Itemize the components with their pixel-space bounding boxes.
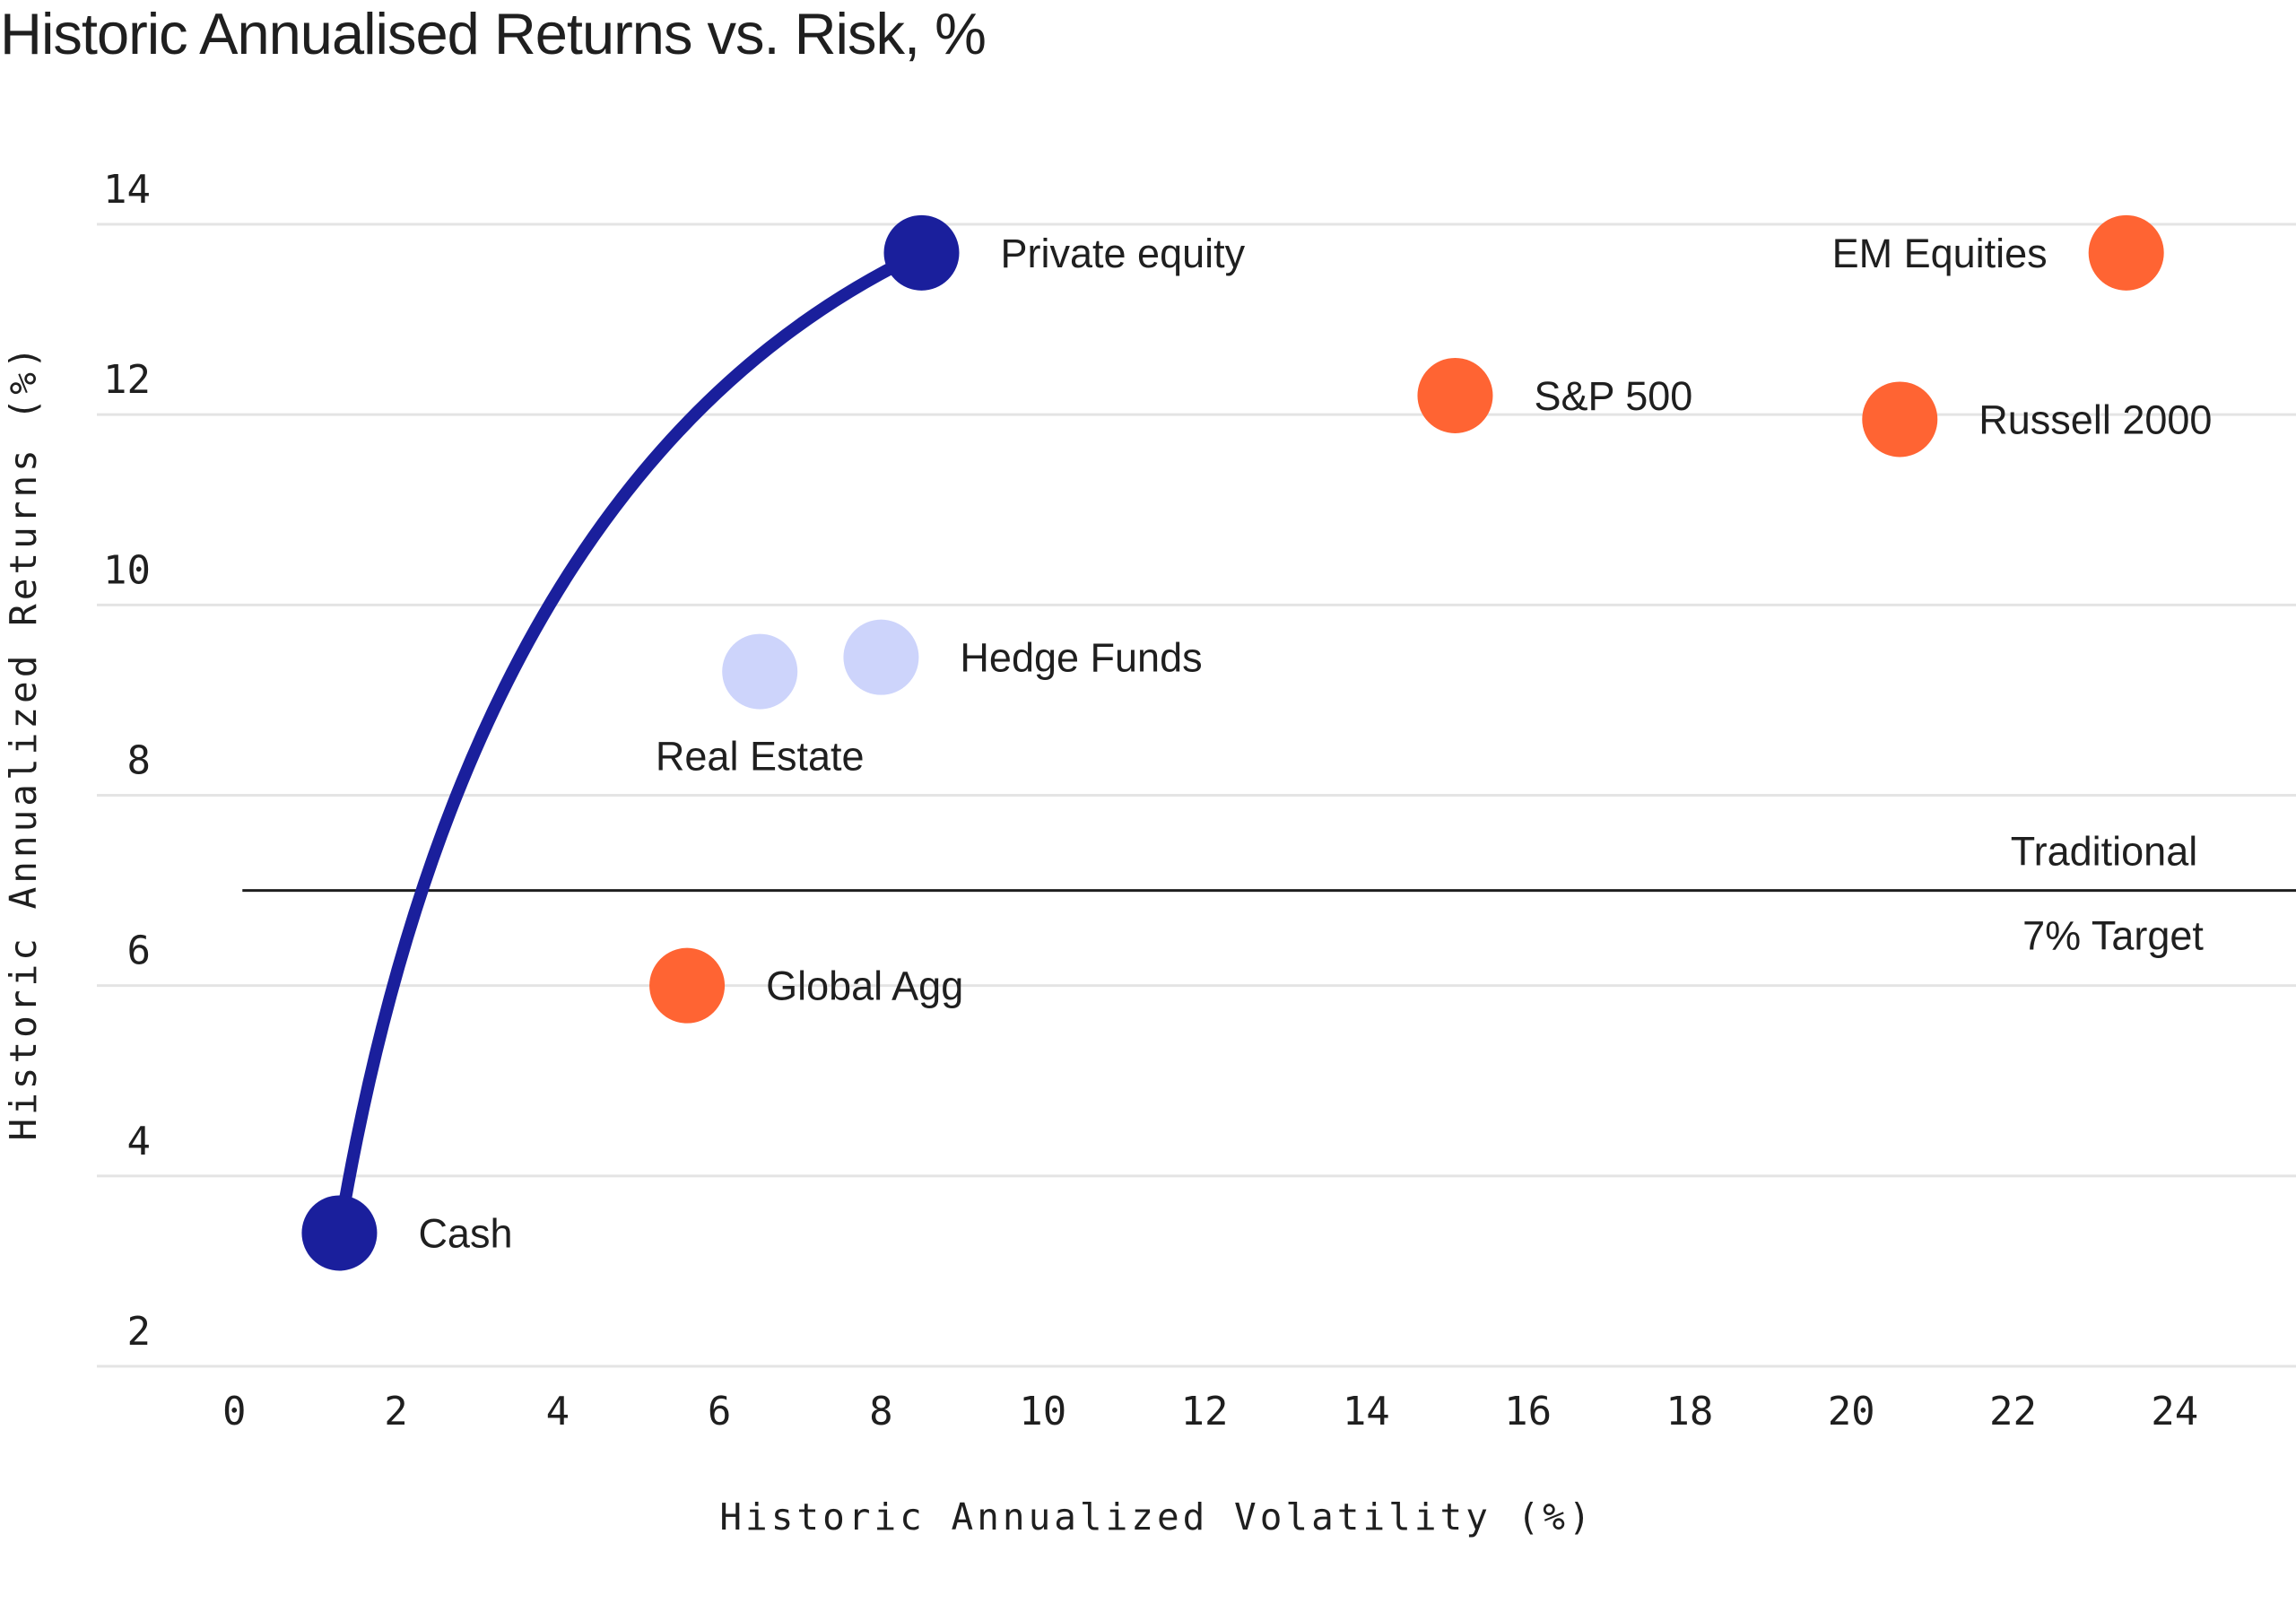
x-tick-label-24: 24 xyxy=(2151,1389,2198,1434)
reference-label-top: Traditional xyxy=(2011,829,2197,875)
x-tick-label-14: 14 xyxy=(1343,1389,1390,1434)
y-tick-label-10: 10 xyxy=(103,547,151,593)
frontier-curve xyxy=(333,246,928,1240)
point-s-p-500 xyxy=(1417,357,1493,433)
label-em-equities: EM Equities xyxy=(1832,231,2048,276)
label-s-p-500: S&P 500 xyxy=(1534,373,1692,419)
x-tick-label-2: 2 xyxy=(384,1389,408,1434)
x-tick-label-22: 22 xyxy=(1989,1389,2037,1434)
x-tick-label-6: 6 xyxy=(708,1389,732,1434)
point-russell-2000 xyxy=(1862,381,1938,458)
y-tick-label-12: 12 xyxy=(103,357,151,403)
y-tick-label-14: 14 xyxy=(103,167,151,213)
point-hedge-funds xyxy=(843,619,919,695)
y-axis-title: Historic Annualized Returns (%) xyxy=(2,343,45,1140)
x-tick-label-16: 16 xyxy=(1504,1389,1552,1434)
y-tick-label-4: 4 xyxy=(127,1119,152,1164)
label-russell-2000: Russell 2000 xyxy=(1979,397,2212,442)
label-hedge-funds: Hedge Funds xyxy=(960,635,1202,681)
point-private-equity xyxy=(883,214,960,291)
point-em-equities xyxy=(2088,214,2164,291)
y-tick-label-8: 8 xyxy=(127,738,152,784)
label-cash: Cash xyxy=(418,1210,512,1256)
grid-lines xyxy=(97,222,2296,1368)
x-tick-label-4: 4 xyxy=(546,1389,570,1434)
x-tick-label-0: 0 xyxy=(222,1389,247,1434)
label-global-agg: Global Agg xyxy=(766,963,963,1009)
point-cash xyxy=(301,1195,378,1271)
y-axis-ticks: 2 4 6 8 10 12 14 xyxy=(103,167,151,1355)
x-tick-label-8: 8 xyxy=(869,1389,893,1434)
x-axis-title: Historic Annualized Volatility (%) xyxy=(719,1495,1594,1539)
x-axis-ticks: 0 2 4 6 8 10 12 14 16 18 20 22 24 xyxy=(222,1389,2198,1434)
x-tick-label-20: 20 xyxy=(1828,1389,1875,1434)
x-tick-label-18: 18 xyxy=(1665,1389,1713,1434)
y-tick-label-2: 2 xyxy=(127,1309,152,1355)
reference-label-bottom: 7% Target xyxy=(2022,913,2204,959)
data-points xyxy=(301,214,2164,1271)
x-tick-label-12: 12 xyxy=(1181,1389,1229,1434)
y-tick-label-6: 6 xyxy=(127,928,152,974)
reference-line-group: Traditional 7% Target xyxy=(242,829,2296,959)
x-tick-label-10: 10 xyxy=(1019,1389,1066,1434)
label-private-equity: Private equity xyxy=(1001,231,1246,276)
chart-title: Historic Annualised Returns vs. Risk, % xyxy=(0,1,987,66)
point-real-estate xyxy=(722,633,798,710)
label-real-estate: Real Estate xyxy=(656,734,865,780)
frontier-curve-group xyxy=(333,246,928,1240)
point-global-agg xyxy=(649,947,726,1024)
point-labels: Cash Private equity Global Agg Real Estate H… xyxy=(418,231,2212,1257)
